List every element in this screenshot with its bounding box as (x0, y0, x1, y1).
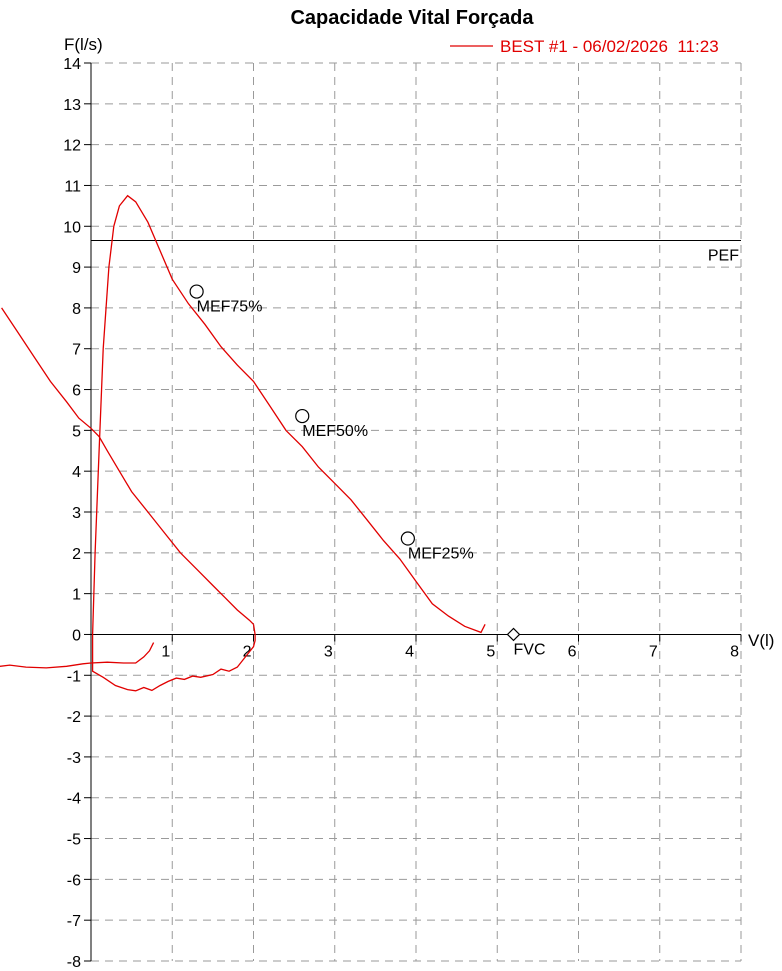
marker-label: MEF75% (197, 299, 263, 316)
x-axis-label: V(l) (748, 631, 774, 650)
flow-volume-curves (0, 194, 486, 692)
y-axis-label: F(l/s) (64, 35, 103, 54)
marker-label: MEF50% (302, 423, 368, 440)
y-tick-label: 6 (72, 383, 81, 400)
y-tick-label: -4 (67, 791, 81, 808)
pef-label: PEF (708, 248, 739, 265)
marker-point (400, 531, 415, 546)
y-tick-label: 0 (72, 627, 81, 644)
series-line (1, 307, 254, 625)
x-tick-label: 2 (243, 643, 252, 660)
y-tick-label: -6 (67, 872, 81, 889)
y-tick-label: 10 (63, 219, 81, 236)
y-tick-label: 5 (72, 423, 81, 440)
y-tick-label: -3 (67, 750, 81, 767)
y-tick-label: -7 (67, 913, 81, 930)
y-tick-label: 1 (72, 587, 81, 604)
y-tick-label: 9 (72, 260, 81, 277)
y-tick-label: 4 (72, 464, 81, 481)
x-tick-label: 5 (486, 643, 495, 660)
y-tick-label: 7 (72, 342, 81, 359)
series-line (91, 194, 486, 635)
y-tick-label: 2 (72, 546, 81, 563)
y-tick-label: 8 (72, 301, 81, 318)
y-tick-label: 11 (64, 178, 81, 195)
marker-label: FVC (514, 641, 546, 658)
marker-point (189, 284, 204, 299)
markers: MEF75% MEF50% MEF25% FVC (189, 284, 546, 658)
marker-point (295, 408, 310, 424)
y-tick-label: -8 (67, 954, 81, 971)
series-line (0, 642, 155, 669)
chart-title: Capacidade Vital Forçada (290, 7, 534, 29)
x-tick-label: 8 (730, 643, 739, 660)
x-tick-label: 3 (324, 643, 333, 660)
series-line (91, 624, 256, 692)
y-tick-label: -5 (67, 832, 81, 849)
y-tick-label: 12 (63, 138, 81, 155)
x-tick-label: 1 (161, 643, 170, 660)
x-tick-label: 4 (405, 643, 414, 660)
x-tick-label: 7 (649, 643, 658, 660)
x-tick-label: 6 (568, 643, 577, 660)
y-tick-label: 13 (63, 97, 81, 114)
y-tick-label: 3 (72, 505, 81, 522)
grid-lines (91, 62, 742, 962)
marker-label: MEF25% (408, 546, 474, 563)
marker-point (506, 627, 521, 642)
reference-lines: PEF (91, 240, 741, 265)
y-tick-label: -2 (67, 709, 81, 726)
y-tick-label: -1 (67, 668, 81, 685)
legend-entry: BEST #1 - 06/02/2026 11:23 (500, 37, 719, 56)
axes (84, 62, 742, 962)
legend: BEST #1 - 06/02/2026 11:23 (450, 37, 719, 56)
y-tick-label: 14 (63, 56, 81, 73)
